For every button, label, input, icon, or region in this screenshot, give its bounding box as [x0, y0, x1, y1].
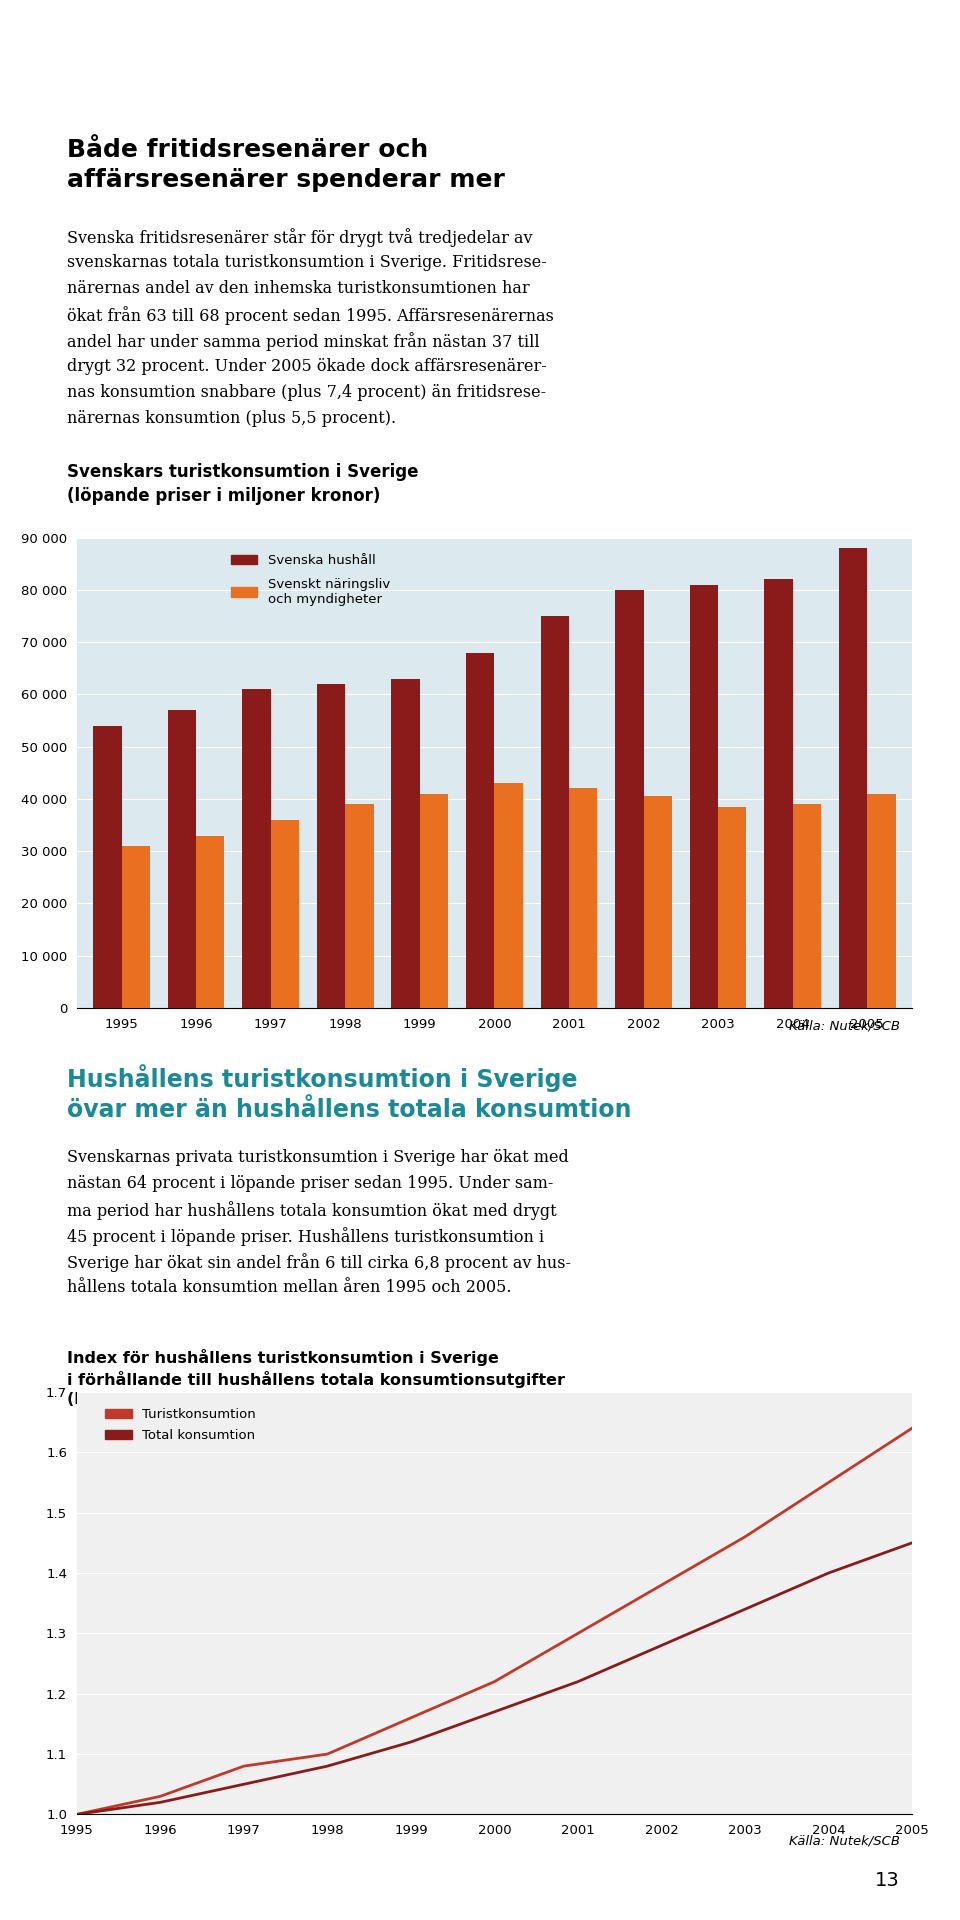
Bar: [867, 793, 896, 1008]
Bar: [494, 783, 523, 1008]
Text: Sverige har ökat sin andel från 6 till cirka 6,8 procent av hus-: Sverige har ökat sin andel från 6 till c…: [67, 1254, 571, 1273]
Text: Svenskars turistkonsumtion i Sverige
(löpande priser i miljoner kronor): Svenskars turistkonsumtion i Sverige (lö…: [67, 463, 419, 505]
Text: nas konsumtion snabbare (plus 7,4 procent) än fritidsrese-: nas konsumtion snabbare (plus 7,4 procen…: [67, 384, 546, 401]
Bar: [93, 726, 122, 1008]
Bar: [839, 547, 867, 1008]
Text: 13: 13: [876, 1870, 900, 1889]
Bar: [122, 847, 150, 1008]
Bar: [718, 806, 747, 1008]
Text: Svenska fritidsresenärer står för drygt två tredjedelar av: Svenska fritidsresenärer står för drygt …: [67, 228, 533, 248]
Text: Källa: Nutek/SCB: Källa: Nutek/SCB: [789, 1020, 900, 1033]
Bar: [317, 684, 346, 1008]
Bar: [690, 586, 718, 1008]
Text: Index för hushållens turistkonsumtion i Sverige
i förhållande till hushållens to: Index för hushållens turistkonsumtion i …: [67, 1350, 565, 1407]
Bar: [540, 616, 569, 1008]
Text: närernas andel av den inhemska turistkonsumtionen har: närernas andel av den inhemska turistkon…: [67, 280, 530, 298]
Bar: [466, 653, 494, 1008]
Bar: [271, 820, 299, 1008]
Bar: [346, 804, 373, 1008]
Bar: [196, 835, 225, 1008]
Text: Både fritidsresenärer och
affärsresenärer spenderar mer: Både fritidsresenärer och affärsresenäre…: [67, 138, 505, 192]
Bar: [643, 797, 672, 1008]
Bar: [168, 710, 196, 1008]
Text: 45 procent i löpande priser. Hushållens turistkonsumtion i: 45 procent i löpande priser. Hushållens …: [67, 1227, 544, 1246]
Text: närernas konsumtion (plus 5,5 procent).: närernas konsumtion (plus 5,5 procent).: [67, 411, 396, 428]
Bar: [242, 689, 271, 1008]
Bar: [615, 589, 643, 1008]
Legend: Turistkonsumtion, Total konsumtion: Turistkonsumtion, Total konsumtion: [100, 1404, 261, 1448]
Text: Hushållens turistkonsumtion i Sverige
övar mer än hushållens totala konsumtion: Hushållens turistkonsumtion i Sverige öv…: [67, 1064, 632, 1121]
Bar: [392, 680, 420, 1008]
Text: hållens totala konsumtion mellan åren 1995 och 2005.: hållens totala konsumtion mellan åren 19…: [67, 1279, 512, 1296]
Bar: [420, 793, 448, 1008]
Bar: [569, 789, 597, 1008]
Text: andel har under samma period minskat från nästan 37 till: andel har under samma period minskat frå…: [67, 332, 540, 351]
Text: svenskarnas totala turistkonsumtion i Sverige. Fritidsrese-: svenskarnas totala turistkonsumtion i Sv…: [67, 253, 547, 271]
Bar: [793, 804, 821, 1008]
Legend: Svenska hushåll, Svenskt näringsliv
och myndigheter: Svenska hushåll, Svenskt näringsliv och …: [226, 549, 396, 611]
Bar: [764, 580, 793, 1008]
Text: ökat från 63 till 68 procent sedan 1995. Affärsresenärernas: ökat från 63 till 68 procent sedan 1995.…: [67, 305, 554, 324]
Text: ma period har hushållens totala konsumtion ökat med drygt: ma period har hushållens totala konsumti…: [67, 1202, 557, 1219]
Text: TURISTNÄRINGENS EKONOMI: TURISTNÄRINGENS EKONOMI: [704, 27, 931, 42]
Text: Källa: Nutek/SCB: Källa: Nutek/SCB: [789, 1836, 900, 1847]
Text: drygt 32 procent. Under 2005 ökade dock affärsresenärer-: drygt 32 procent. Under 2005 ökade dock …: [67, 359, 547, 374]
Text: nästan 64 procent i löpande priser sedan 1995. Under sam-: nästan 64 procent i löpande priser sedan…: [67, 1175, 553, 1192]
Text: Svenskarnas privata turistkonsumtion i Sverige har ökat med: Svenskarnas privata turistkonsumtion i S…: [67, 1150, 568, 1165]
